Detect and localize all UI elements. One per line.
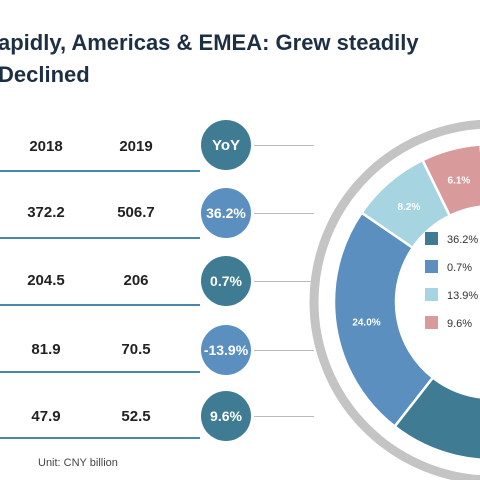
row-divider <box>0 371 200 373</box>
row-3-yoy-badge: -13.9% <box>201 325 251 375</box>
page-title-line-1: apidly, Americas & EMEA: Grew steadily <box>0 30 419 55</box>
donut-slice-1 <box>332 210 435 429</box>
row-3-connector <box>254 350 314 351</box>
donut-slice-label-2: 8.2% <box>398 202 421 213</box>
row-3-2018-value: 81.9 <box>31 341 61 358</box>
row-2-2018-value: 204.5 <box>27 272 65 289</box>
row-4-connector <box>254 416 314 417</box>
row-2-connector <box>254 281 314 282</box>
legend-label-2: 0.7% <box>447 262 472 274</box>
unit-label: Unit: CNY billion <box>38 457 118 469</box>
row-divider <box>0 237 200 239</box>
donut-slice-label-1: 24.0% <box>352 317 380 328</box>
row-4-2018-value: 47.9 <box>31 408 61 425</box>
donut-slice-label-3: 6.1% <box>448 175 471 186</box>
row-1-connector <box>254 213 314 214</box>
legend-swatch-1 <box>425 232 438 245</box>
row-1-2018-value: 372.2 <box>27 204 65 221</box>
donut-slice-3 <box>420 143 480 218</box>
row-divider <box>0 437 200 439</box>
donut-slice-5 <box>392 375 480 461</box>
row-divider <box>0 304 200 306</box>
outer-decorative-arc <box>309 119 480 480</box>
header-2018: 2018 <box>29 138 63 155</box>
row-divider <box>0 170 200 172</box>
row-2-yoy-badge: 0.7% <box>201 256 251 306</box>
legend-label-3: 13.9% <box>447 290 478 302</box>
header-2019: 2019 <box>119 138 153 155</box>
header-connector <box>254 145 314 146</box>
row-1-yoy-badge: 36.2% <box>201 188 251 238</box>
yoy-header-badge: YoY <box>201 120 251 170</box>
row-4-2019-value: 52.5 <box>121 408 151 425</box>
legend-label-1: 36.2% <box>447 234 478 246</box>
row-4-yoy-badge: 9.6% <box>201 391 251 441</box>
legend-label-4: 9.6% <box>447 318 472 330</box>
legend-swatch-3 <box>425 288 438 301</box>
row-3-2019-value: 70.5 <box>121 341 151 358</box>
row-2-2019-value: 206 <box>123 272 149 289</box>
row-1-2019-value: 506.7 <box>117 204 155 221</box>
legend-swatch-4 <box>425 316 438 329</box>
legend-swatch-2 <box>425 260 438 273</box>
page-title-line-2: Declined <box>0 62 90 87</box>
